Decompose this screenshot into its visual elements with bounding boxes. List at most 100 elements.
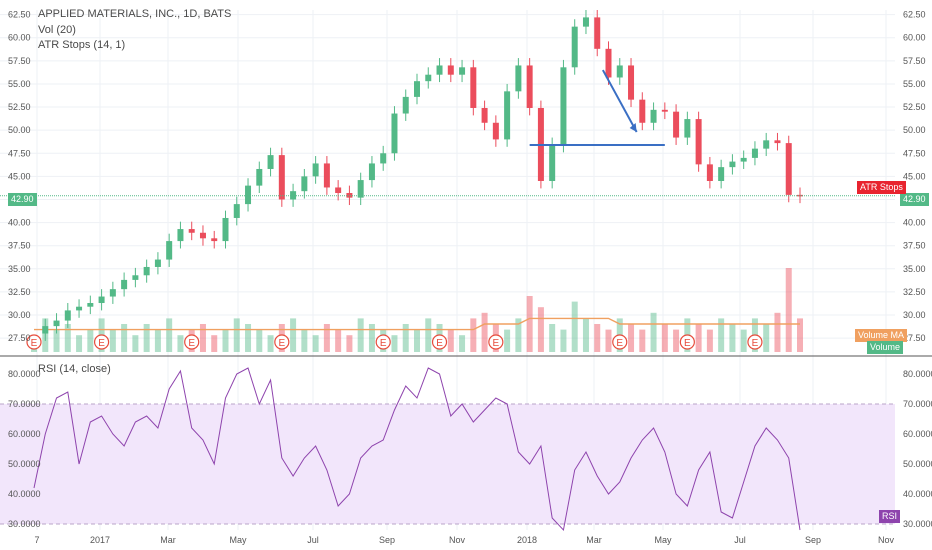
chart-title: APPLIED MATERIALS, INC., 1D, BATS xyxy=(38,8,232,20)
volume-bar xyxy=(357,318,364,352)
price-candle xyxy=(729,161,736,168)
volume-bar xyxy=(504,329,511,352)
volume-bar xyxy=(301,329,308,352)
earnings-circle xyxy=(26,334,42,350)
volume-bar xyxy=(774,312,781,352)
volume-bar xyxy=(233,318,240,352)
volume-bar xyxy=(740,329,747,352)
atr-stops-tag: ATR Stops xyxy=(857,181,906,194)
price-candle xyxy=(425,74,432,82)
price-candle xyxy=(684,119,691,138)
price-tick-left: 47.50 xyxy=(8,148,31,158)
volume-bar xyxy=(143,324,150,352)
price-tick-left: 60.00 xyxy=(8,33,31,43)
price-candle xyxy=(492,122,499,140)
volume-bar xyxy=(763,324,770,352)
earnings-label: E xyxy=(31,338,38,349)
trend-arrow-line xyxy=(601,69,638,133)
volume-bar xyxy=(729,324,736,352)
volume-ma-tag: Volume MA xyxy=(855,329,908,342)
price-candle xyxy=(571,26,578,68)
price-candle xyxy=(718,167,725,181)
earnings-circle xyxy=(184,334,200,350)
price-candle xyxy=(222,217,229,242)
price-tick-right: 45.00 xyxy=(903,171,926,181)
price-candle xyxy=(763,140,770,149)
price-tick-right: 32.50 xyxy=(903,287,926,297)
price-candle xyxy=(98,296,105,304)
volume-tag: Volume xyxy=(867,341,904,354)
price-candle xyxy=(76,306,83,311)
volume-bar xyxy=(402,324,409,352)
volume-bar xyxy=(571,301,578,352)
volume-bar xyxy=(53,329,60,352)
price-series xyxy=(42,10,803,341)
time-tick: Mar xyxy=(586,535,602,545)
price-tick-left: 40.00 xyxy=(8,218,31,228)
price-candle xyxy=(154,259,161,267)
price-candle xyxy=(639,99,646,123)
time-axis: 7 2017 Mar May Jul Sep Nov 2018 Mar May Jul Sep Nov xyxy=(34,535,894,545)
price-candle xyxy=(582,17,589,27)
rsi-tick-right: 80.0000 xyxy=(903,369,932,379)
rsi-legend: RSI (14, close) xyxy=(38,363,111,375)
price-candle xyxy=(774,140,781,144)
volume-bar xyxy=(785,268,792,352)
volume-bar xyxy=(481,312,488,352)
time-tick: Jul xyxy=(307,535,319,545)
rsi-line xyxy=(33,367,801,532)
volume-bar xyxy=(661,324,668,352)
volume-bar xyxy=(560,329,567,352)
price-candle xyxy=(706,164,713,181)
volume-bar xyxy=(312,335,319,352)
rsi-tick-right: 70.0000 xyxy=(903,399,932,409)
price-candle xyxy=(211,238,218,242)
price-candle xyxy=(391,113,398,154)
earnings-label: E xyxy=(98,338,105,349)
rsi-tick-right: 50.0000 xyxy=(903,459,932,469)
volume-bar xyxy=(76,335,83,352)
volume-bar xyxy=(87,329,94,352)
volume-bar xyxy=(706,329,713,352)
price-tick-left: 27.50 xyxy=(8,333,31,343)
price-candle xyxy=(470,67,477,108)
volume-bar xyxy=(718,318,725,352)
earnings-label: E xyxy=(278,338,285,349)
price-candle xyxy=(312,163,319,177)
volume-bar xyxy=(391,335,398,352)
earnings-circle xyxy=(274,334,290,350)
rsi-tick-left: 30.0000 xyxy=(8,519,41,529)
rsi-tick-left: 50.0000 xyxy=(8,459,41,469)
price-candle xyxy=(357,180,364,198)
time-tick: Jul xyxy=(734,535,746,545)
price-candle xyxy=(290,191,297,200)
earnings-circle xyxy=(747,334,763,350)
price-tick-right: 62.50 xyxy=(903,10,926,20)
price-candle xyxy=(459,67,466,75)
volume-bar xyxy=(211,335,218,352)
rsi-tick-left: 80.0000 xyxy=(8,369,41,379)
time-tick: 2018 xyxy=(517,535,537,545)
earnings-circle xyxy=(431,334,448,350)
earnings-circle xyxy=(93,334,110,350)
price-candle xyxy=(526,65,533,108)
price-tick-right: 30.00 xyxy=(903,310,926,320)
price-candle xyxy=(109,289,116,297)
price-candle xyxy=(64,310,71,321)
volume-ma-line xyxy=(34,317,800,331)
volume-bar xyxy=(470,318,477,352)
volume-bar xyxy=(346,335,353,352)
time-tick: 2017 xyxy=(90,535,110,545)
price-tick-right: 37.50 xyxy=(903,241,926,251)
price-tick-right: 27.50 xyxy=(903,333,926,343)
rsi-band xyxy=(0,404,895,524)
price-candle xyxy=(256,168,263,186)
price-candle xyxy=(323,163,330,188)
price-candle xyxy=(436,65,443,75)
volume-bar xyxy=(335,329,342,352)
price-candle xyxy=(740,157,747,162)
volume-bar xyxy=(121,324,128,352)
rsi-tag: RSI xyxy=(879,510,901,523)
rsi-tick-left: 40.0000 xyxy=(8,489,41,499)
